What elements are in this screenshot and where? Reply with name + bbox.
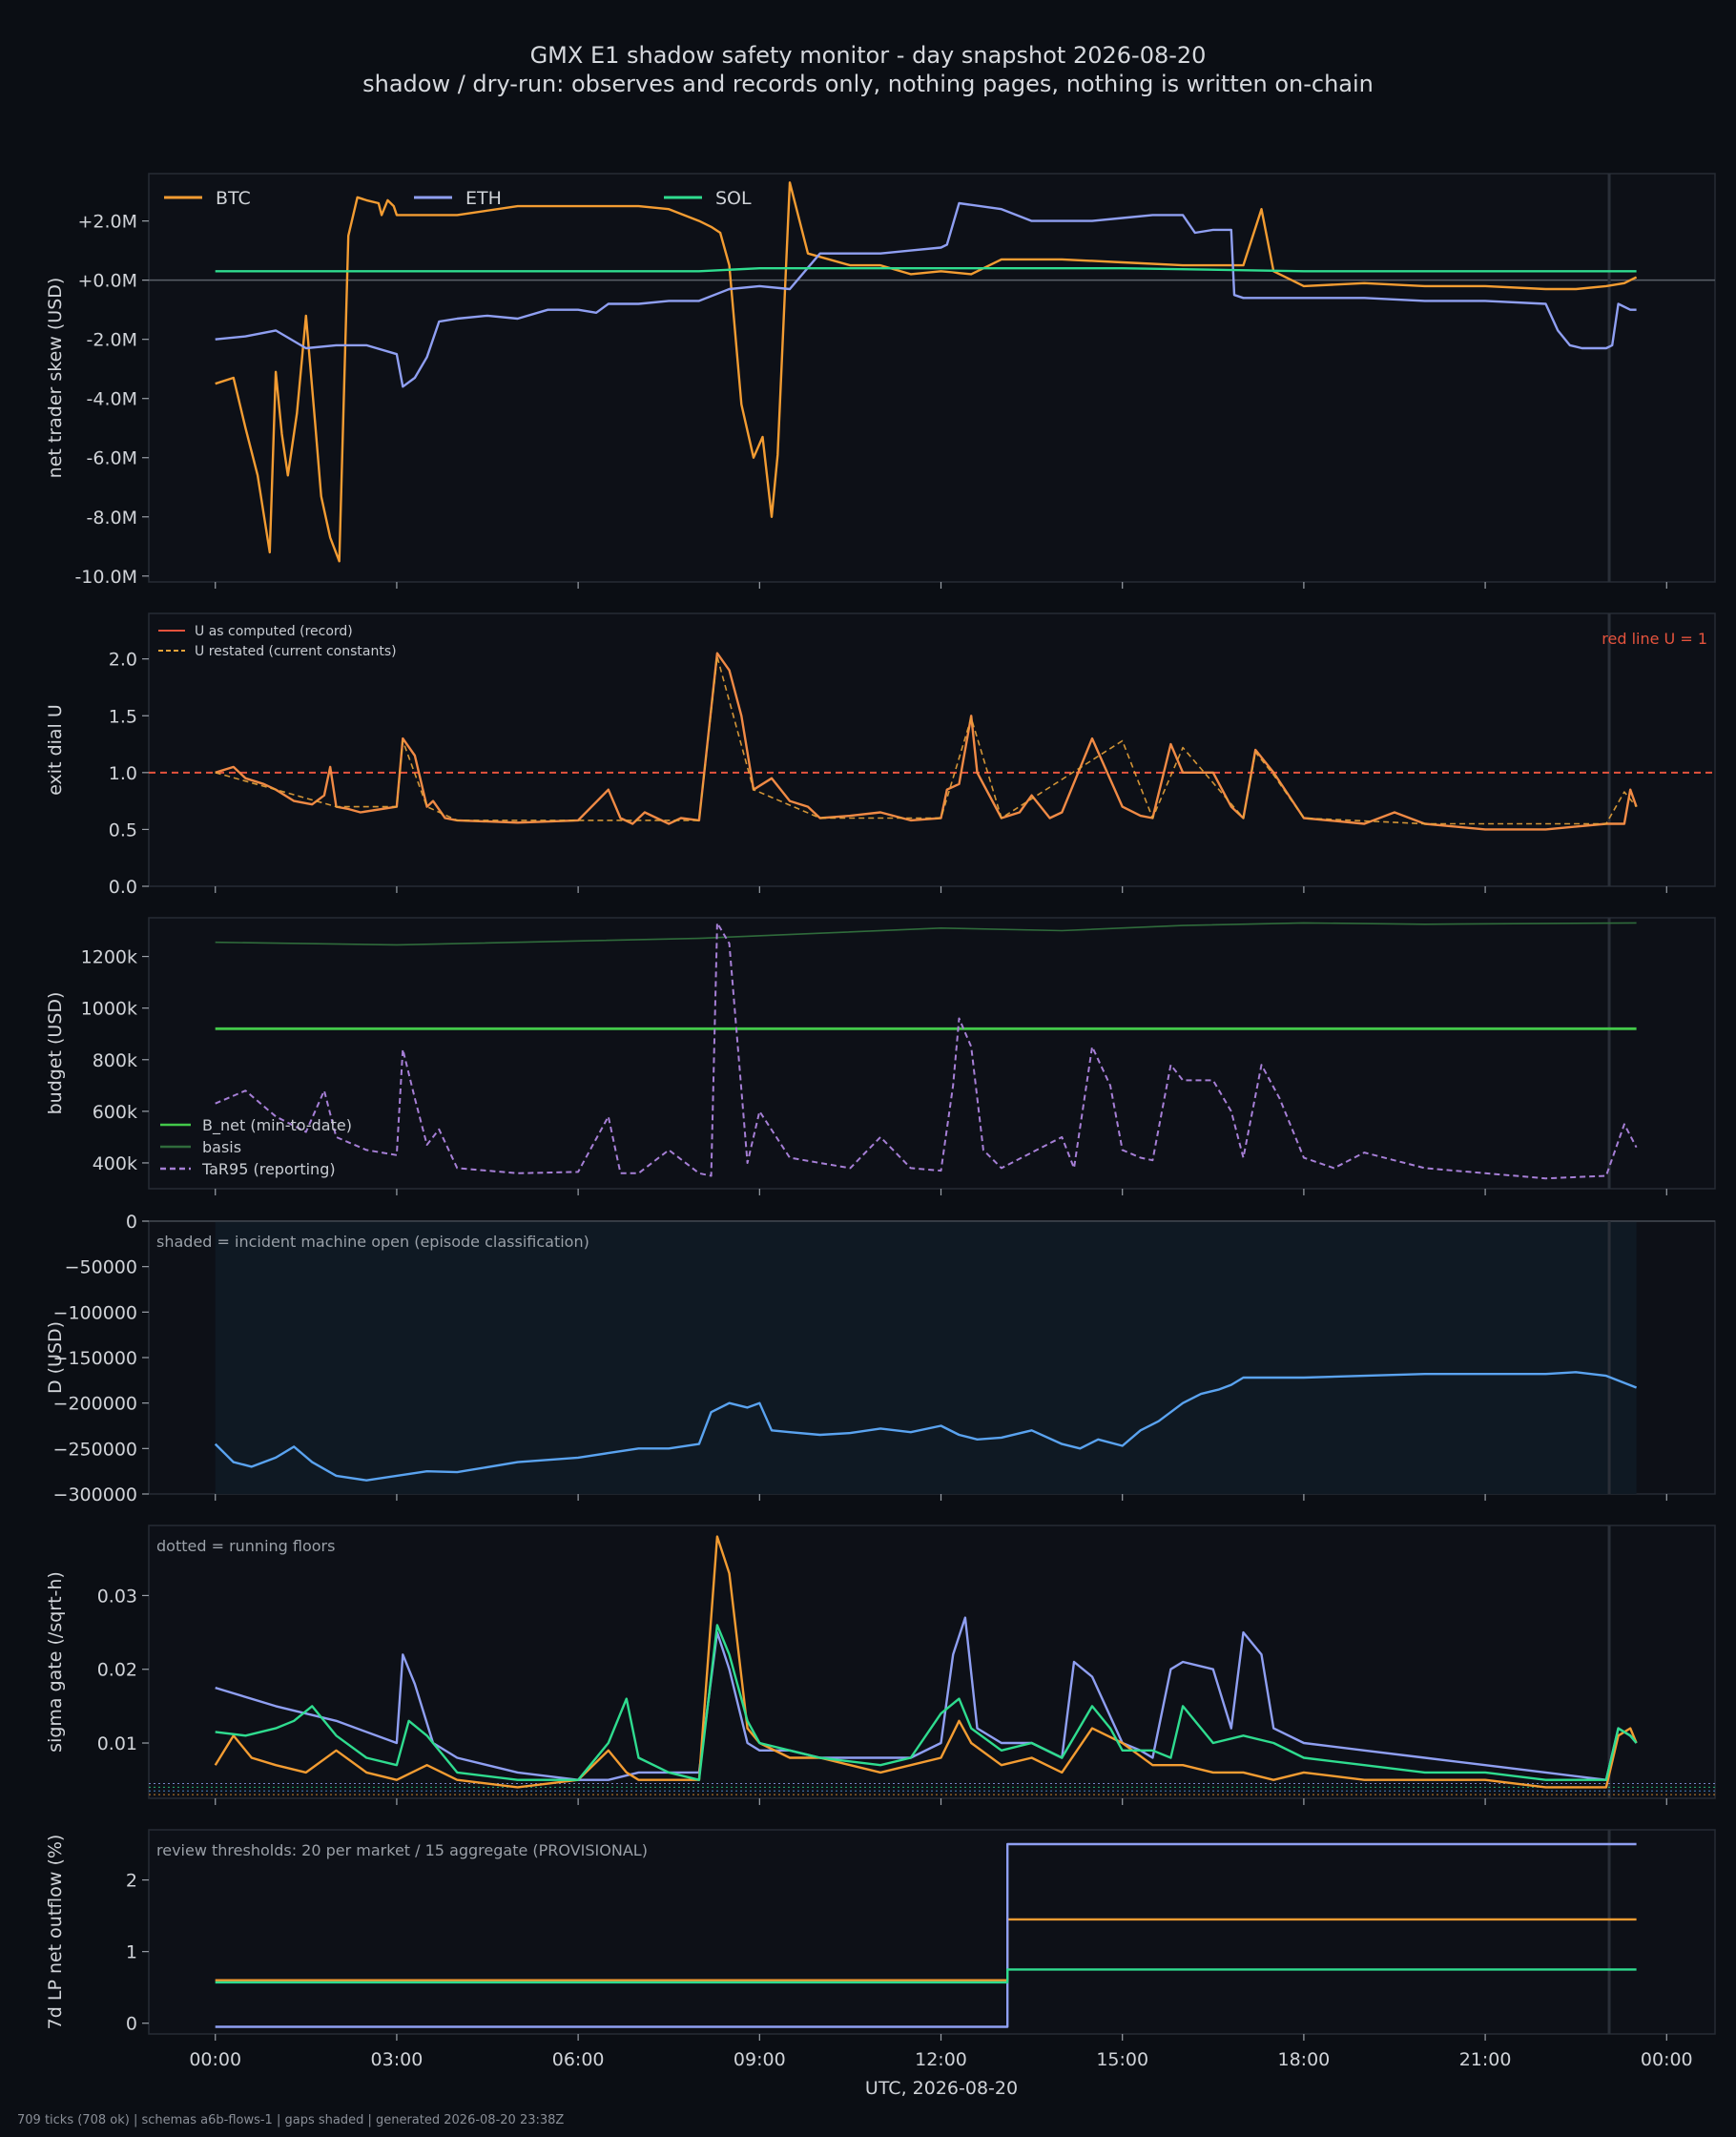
- series-line-btc: [215, 181, 1638, 563]
- x-tick-label: 00:00: [1641, 2049, 1693, 2070]
- legend-label: SOL: [715, 188, 752, 209]
- y-tick-label: −150000: [53, 1348, 137, 1369]
- y-tick-label: 2: [126, 1871, 137, 1892]
- y-tick-label: 0.02: [97, 1660, 137, 1681]
- series-line-eth: [215, 1616, 1638, 1781]
- y-tick-label: −100000: [53, 1302, 137, 1323]
- y-tick-label: 800k: [93, 1050, 137, 1071]
- y-tick-label: 1200k: [81, 947, 137, 968]
- y-tick-label: +0.0M: [77, 271, 137, 292]
- series-line-drawdown: [214, 1371, 1638, 1482]
- legend-entry: SOL: [664, 188, 752, 209]
- y-tick-label: -10.0M: [74, 567, 137, 588]
- panel-skew: +2.0M +0.0M -2.0M -4.0M -6.0M -8.0M -10.0M net …: [45, 173, 1716, 589]
- panel-annotation: shaded = incident machine open (episode …: [156, 1233, 589, 1251]
- legend-label: U restated (current constants): [195, 644, 397, 659]
- y-tick-label: 1: [126, 1942, 137, 1963]
- y-tick-label: 0.03: [97, 1586, 137, 1607]
- panel-annotation: review thresholds: 20 per market / 15 ag…: [156, 1841, 648, 1859]
- x-tick-label: 09:00: [734, 2049, 786, 2070]
- legend-label: B_net (min-to-date): [202, 1116, 352, 1135]
- y-tick-label: 1000k: [81, 999, 137, 1020]
- chart-title: GMX E1 shadow safety monitor - day snaps…: [529, 42, 1207, 69]
- y-tick-label: 600k: [93, 1102, 137, 1123]
- series-line-sol: [215, 1624, 1638, 1781]
- y-axis-label: sigma gate (/sqrt-h): [45, 1571, 66, 1753]
- incident-shade: [215, 1221, 1637, 1494]
- y-tick-label: 0.01: [97, 1733, 137, 1754]
- y-tick-label: +2.0M: [77, 212, 137, 233]
- x-tick-label: 03:00: [371, 2049, 424, 2070]
- series-line-sol: [215, 267, 1637, 273]
- y-tick-label: 400k: [93, 1153, 137, 1174]
- panel-annotation: dotted = running floors: [156, 1537, 335, 1555]
- y-tick-label: −250000: [53, 1439, 137, 1460]
- series-line-eth: [215, 1842, 1637, 2028]
- legend-entry: basis: [160, 1138, 241, 1156]
- y-axis-label: D (USD): [45, 1321, 66, 1394]
- y-tick-label: 1.5: [109, 706, 137, 727]
- series-line-basis: [215, 922, 1637, 946]
- x-tick-label: 00:00: [189, 2049, 241, 2070]
- legend-label: ETH: [465, 188, 502, 209]
- panel-frame: [148, 917, 1716, 1190]
- y-tick-label: −200000: [53, 1394, 137, 1415]
- legend-label: basis: [202, 1138, 241, 1156]
- legend-entry: BTC: [164, 188, 251, 209]
- panel-exit_dial: 0.0 0.5 1.0 1.5 2.0 exit dial U red line U = 1…: [45, 612, 1716, 898]
- y-axis-label: budget (USD): [45, 992, 66, 1115]
- x-tick-label: 15:00: [1096, 2049, 1148, 2070]
- y-tick-label: 0.0: [109, 877, 137, 898]
- y-axis-label: net trader skew (USD): [45, 278, 66, 479]
- legend-entry: U as computed (record): [158, 624, 353, 639]
- legend-label: U as computed (record): [195, 624, 353, 639]
- series-line-tar95-reporting-: [215, 922, 1638, 1180]
- legend-entry: ETH: [414, 188, 502, 209]
- footer-status: 709 ticks (708 ok) | schemas a6b-flows-1…: [17, 2113, 565, 2127]
- x-tick-label: 12:00: [915, 2049, 967, 2070]
- y-tick-label: 1.0: [109, 763, 137, 784]
- y-tick-label: -2.0M: [87, 330, 137, 351]
- panel-frame: [148, 173, 1716, 583]
- legend-entry: U restated (current constants): [158, 644, 397, 659]
- panel-drawdown: 0 −50000 −100000 −150000 −200000 −250000 −3000…: [45, 1212, 1716, 1505]
- panel-outflow: 0 1 2 7d LP net outflow (%) review threshold…: [45, 1829, 1716, 2099]
- panel-sigma: 0.01 0.02 0.03 sigma gate (/sqrt-h) dotted =…: [45, 1525, 1716, 1805]
- legend-entry: B_net (min-to-date): [160, 1116, 352, 1135]
- y-tick-label: -8.0M: [87, 508, 137, 529]
- x-tick-label: 21:00: [1459, 2049, 1512, 2070]
- legend-label: BTC: [216, 188, 251, 209]
- panel-frame: [148, 1525, 1716, 1799]
- y-tick-label: 0: [126, 1212, 137, 1233]
- y-tick-label: -6.0M: [87, 448, 137, 469]
- y-tick-label: 0.5: [109, 820, 137, 840]
- x-tick-label: 18:00: [1278, 2049, 1331, 2070]
- y-tick-label: −300000: [53, 1484, 137, 1505]
- x-tick-label: 06:00: [552, 2049, 605, 2070]
- series-line-btc: [214, 1535, 1638, 1789]
- series-line-eth: [215, 201, 1637, 388]
- x-axis-label: UTC, 2026-08-20: [865, 2078, 1018, 2099]
- y-tick-label: −50000: [65, 1257, 137, 1278]
- series-line-u-restated-current-constants-: [215, 655, 1638, 825]
- panel-budget: 400k 600k 800k 1000k 1200k budget (USD) B_net …: [45, 917, 1716, 1195]
- y-tick-label: 0: [126, 2014, 137, 2035]
- y-tick-label: 2.0: [109, 650, 137, 671]
- series-line-sol: [215, 1968, 1637, 1984]
- series-line-u-as-computed-record-: [215, 652, 1638, 831]
- y-axis-label: exit dial U: [45, 704, 66, 796]
- legend-label: TaR95 (reporting): [201, 1160, 336, 1178]
- redline-annotation: red line U = 1: [1602, 630, 1707, 648]
- chart-subtitle: shadow / dry-run: observes and records o…: [362, 71, 1374, 97]
- legend-entry: TaR95 (reporting): [160, 1160, 336, 1178]
- y-axis-label: 7d LP net outflow (%): [45, 1835, 66, 2030]
- panel-frame: [148, 1829, 1716, 2035]
- y-tick-label: -4.0M: [87, 389, 137, 410]
